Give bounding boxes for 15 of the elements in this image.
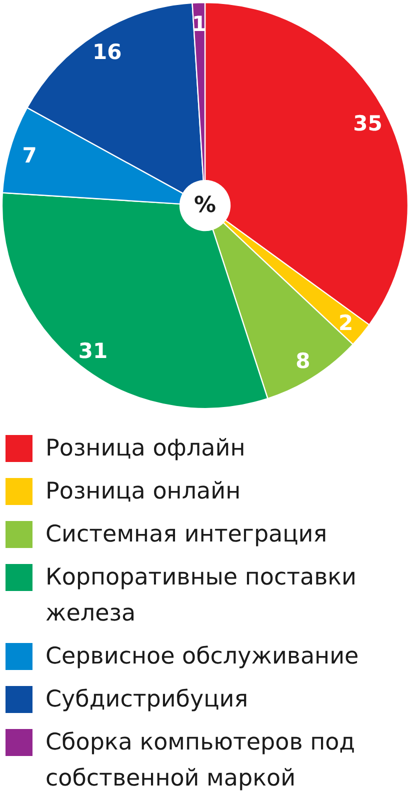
legend-label: Субдистрибуция: [46, 686, 248, 712]
legend-label: Системная интеграция: [46, 522, 328, 548]
legend-label: Корпоративные поставки железа: [46, 564, 357, 626]
data-label: 2: [338, 310, 354, 335]
legend-label: Розница офлайн: [46, 436, 246, 462]
text: %: [194, 193, 216, 218]
data-label: 31: [78, 338, 108, 363]
legend-label: Сервисное обслуживание: [46, 644, 359, 670]
data-label: 7: [22, 144, 37, 168]
data-label: 1: [192, 12, 207, 36]
legend-label: Розница онлайн: [46, 478, 241, 504]
legend-label: Сборка компьютеров под собственной маркой: [46, 730, 356, 792]
data-label: 35: [353, 112, 382, 136]
data-label: 16: [92, 40, 122, 64]
data-label: 8: [296, 348, 310, 373]
